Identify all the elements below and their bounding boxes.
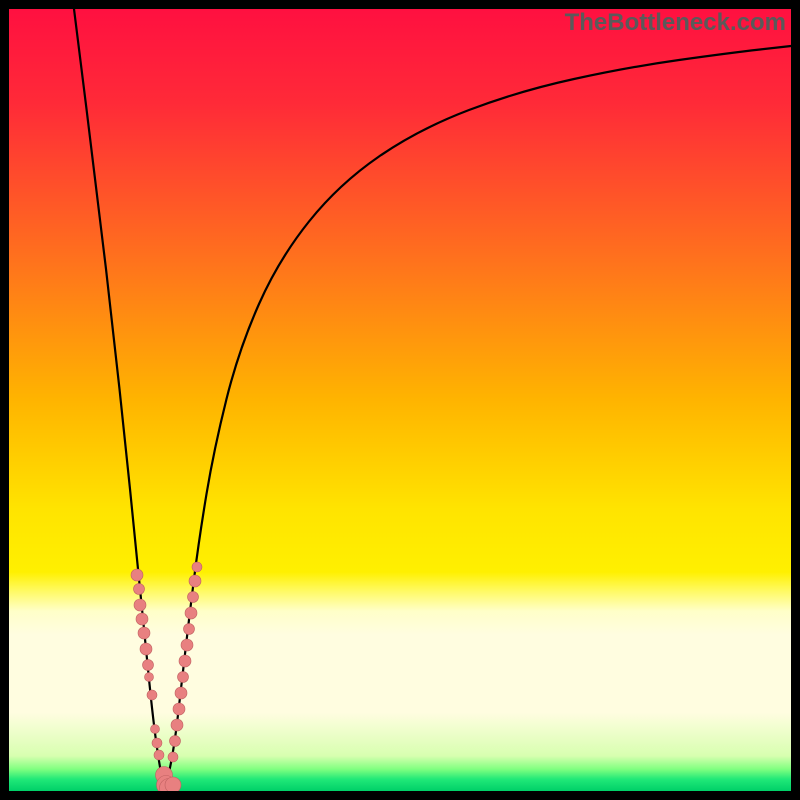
data-dot <box>134 599 146 611</box>
data-dot <box>136 613 148 625</box>
data-dot <box>188 592 199 603</box>
data-dot <box>131 569 143 581</box>
data-dot <box>192 562 202 572</box>
data-dot <box>170 736 181 747</box>
data-dot <box>189 575 201 587</box>
data-dot <box>185 607 197 619</box>
data-dot <box>179 655 191 667</box>
curve-right-branch <box>165 46 791 791</box>
data-dot <box>165 777 181 793</box>
data-dot <box>147 690 157 700</box>
curve-layer <box>9 9 791 791</box>
data-dot <box>173 703 185 715</box>
data-dot <box>171 719 183 731</box>
data-dot <box>168 752 178 762</box>
watermark-label: TheBottleneck.com <box>565 9 786 37</box>
data-dot <box>145 673 154 682</box>
data-dot <box>152 738 162 748</box>
data-dot <box>134 584 145 595</box>
bottleneck-chart: TheBottleneck.com <box>0 0 800 800</box>
data-dot <box>138 627 150 639</box>
data-dot <box>175 687 187 699</box>
data-dot <box>151 725 160 734</box>
data-dot <box>184 624 195 635</box>
data-dot <box>154 750 164 760</box>
data-dot <box>143 660 154 671</box>
data-dot <box>140 643 152 655</box>
data-dot <box>178 672 189 683</box>
data-dot <box>181 639 193 651</box>
